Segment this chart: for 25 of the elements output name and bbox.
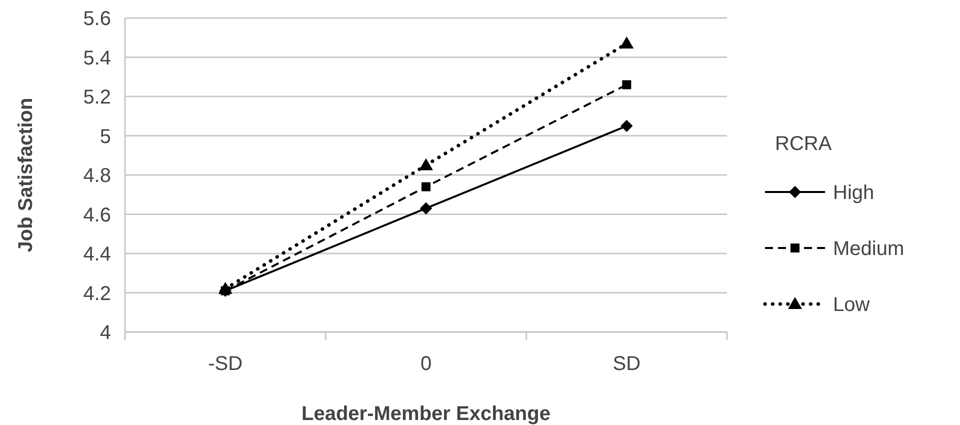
legend-label: High (833, 182, 874, 204)
point (422, 182, 430, 192)
point (420, 202, 432, 214)
y-tick-label: 5 (100, 126, 111, 148)
y-tick-label: 5.6 (83, 8, 111, 30)
point (419, 158, 433, 170)
y-tick-label: 4.4 (83, 244, 111, 266)
point (622, 80, 632, 90)
point (620, 36, 634, 49)
y-tick-label: 4.2 (83, 282, 111, 305)
x-axis-title: Leader-Member Exchange (302, 403, 550, 425)
point (218, 282, 232, 294)
y-axis-title: Job Satisfaction (15, 98, 37, 252)
y-tick-label: 5.2 (83, 86, 111, 108)
point (620, 120, 633, 132)
x-tick-label: 0 (420, 353, 432, 375)
legend-label: Low (833, 294, 870, 316)
x-tick-label: -SD (208, 353, 243, 375)
y-tick-label: 4.8 (83, 165, 111, 187)
legend-title: RCRA (775, 133, 832, 155)
y-tick-label: 5.4 (83, 47, 111, 70)
legend-label: Medium (833, 238, 904, 260)
x-tick-label: SD (612, 353, 641, 375)
y-tick-label: 4.6 (83, 204, 111, 226)
y-tick-label: 4 (100, 322, 111, 344)
